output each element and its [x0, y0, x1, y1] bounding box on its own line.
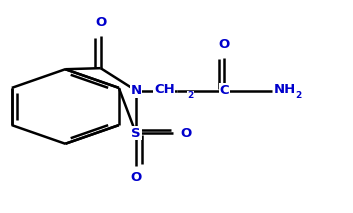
- Text: CH: CH: [154, 83, 175, 96]
- Text: O: O: [95, 16, 106, 29]
- Text: NH: NH: [274, 83, 296, 96]
- Text: O: O: [219, 38, 230, 51]
- Text: S: S: [131, 127, 141, 140]
- Text: C: C: [219, 84, 229, 97]
- Text: 2: 2: [187, 91, 194, 100]
- Text: N: N: [130, 84, 142, 97]
- Text: O: O: [130, 171, 142, 184]
- Text: 2: 2: [295, 91, 301, 100]
- Text: O: O: [180, 127, 191, 140]
